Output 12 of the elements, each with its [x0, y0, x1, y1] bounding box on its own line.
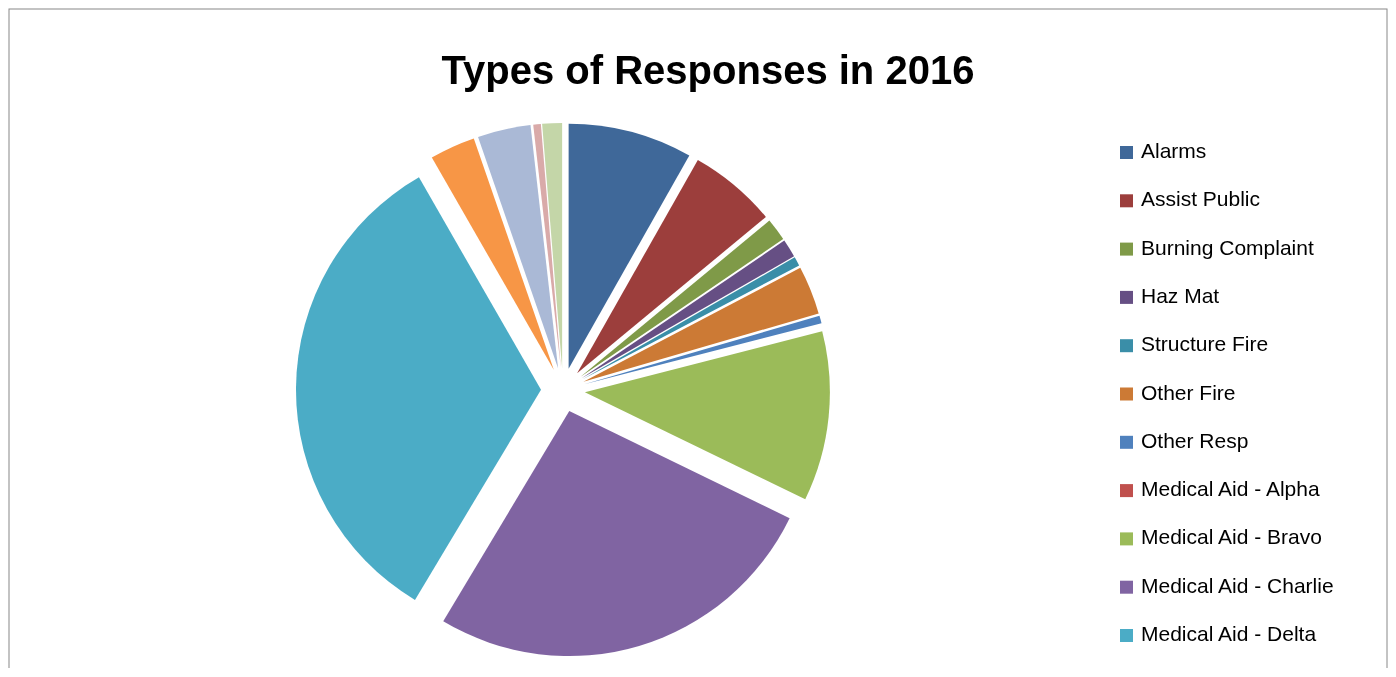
legend-label: Medical Aid - Charlie [1141, 573, 1334, 597]
legend-label: Medical Aid - Bravo [1141, 525, 1322, 549]
chart-title: Types of Responses in 2016 [441, 48, 975, 92]
legend-label: Medical Aid - Alpha [1141, 477, 1320, 501]
legend-label: Burning Complaint [1141, 235, 1314, 259]
legend-label: Alarms [1141, 139, 1207, 162]
legend-label: Other Fire [1141, 380, 1236, 404]
legend-label: Medical Aid - Delta [1141, 622, 1317, 645]
legend-label: Structure Fire [1141, 332, 1269, 356]
legend-label: Assist Public [1141, 187, 1261, 211]
legend-label: Haz Mat [1141, 283, 1220, 307]
legend-label: Other Resp [1141, 428, 1249, 452]
